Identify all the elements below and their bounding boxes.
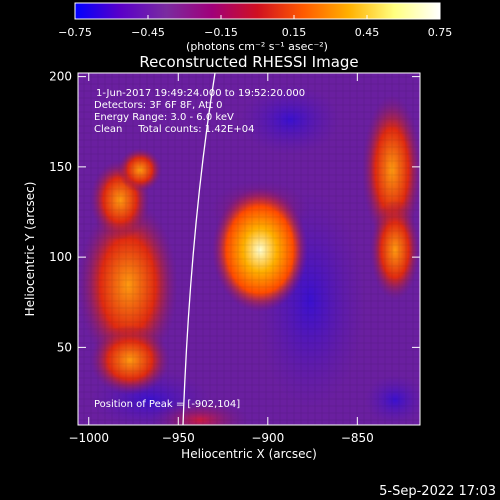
- plot-frame: [77, 72, 421, 426]
- colorbar-tick-label: −0.75: [58, 26, 92, 39]
- y-axis-label: Heliocentric Y (arcsec): [23, 182, 37, 317]
- annotation-energy-range: Energy Range: 3.0 - 6.0 keV: [94, 112, 234, 123]
- y-tick-label: 150: [49, 160, 72, 174]
- y-tick-label: 50: [57, 340, 72, 354]
- annotation-time-range: 1-Jun-2017 19:49:24.000 to 19:52:20.000: [96, 88, 305, 99]
- x-axis-label: Heliocentric X (arcsec): [181, 447, 317, 461]
- annotation-detectors: Detectors: 3F 6F 8F, Att 0: [94, 100, 222, 111]
- x-tick-label: −850: [341, 431, 374, 445]
- colorbar-ticks: −0.75 −0.45 −0.15 0.15 0.45 0.75: [58, 15, 452, 39]
- x-tick-label: −1000: [68, 431, 109, 445]
- x-tick-label: −950: [162, 431, 195, 445]
- chart-title: Reconstructed RHESSI Image: [139, 53, 358, 71]
- colorbar-tick-label: 0.15: [282, 26, 307, 39]
- annotation-peak-position: Position of Peak = [-902,104]: [94, 399, 240, 410]
- colorbar-gradient: [74, 2, 441, 20]
- annotation-clean-counts: Clean Total counts: 1.42E+04: [94, 124, 254, 135]
- colorbar-tick-label: 0.75: [428, 26, 453, 39]
- y-axis: 50 100 150 200: [49, 70, 420, 354]
- solar-limb-curve: [182, 73, 216, 425]
- colorbar-unit-label: (photons cm⁻² s⁻¹ asec⁻²): [186, 40, 328, 53]
- annotations: 1-Jun-2017 19:49:24.000 to 19:52:20.000 …: [94, 88, 305, 410]
- colorbar-tick-label: 0.45: [355, 26, 380, 39]
- y-tick-label: 100: [49, 250, 72, 264]
- x-axis: −1000 −950 −900 −850: [68, 73, 374, 445]
- y-tick-label: 200: [49, 70, 72, 84]
- x-tick-label: −900: [251, 431, 284, 445]
- heatmap-image: [78, 73, 420, 425]
- colorbar-tick-label: −0.45: [131, 26, 165, 39]
- colorbar-tick-label: −0.15: [204, 26, 238, 39]
- footer-timestamp: 5-Sep-2022 17:03: [379, 484, 496, 499]
- colorbar: −0.75 −0.45 −0.15 0.15 0.45 0.75 (photons cm⁻…: [58, 2, 452, 53]
